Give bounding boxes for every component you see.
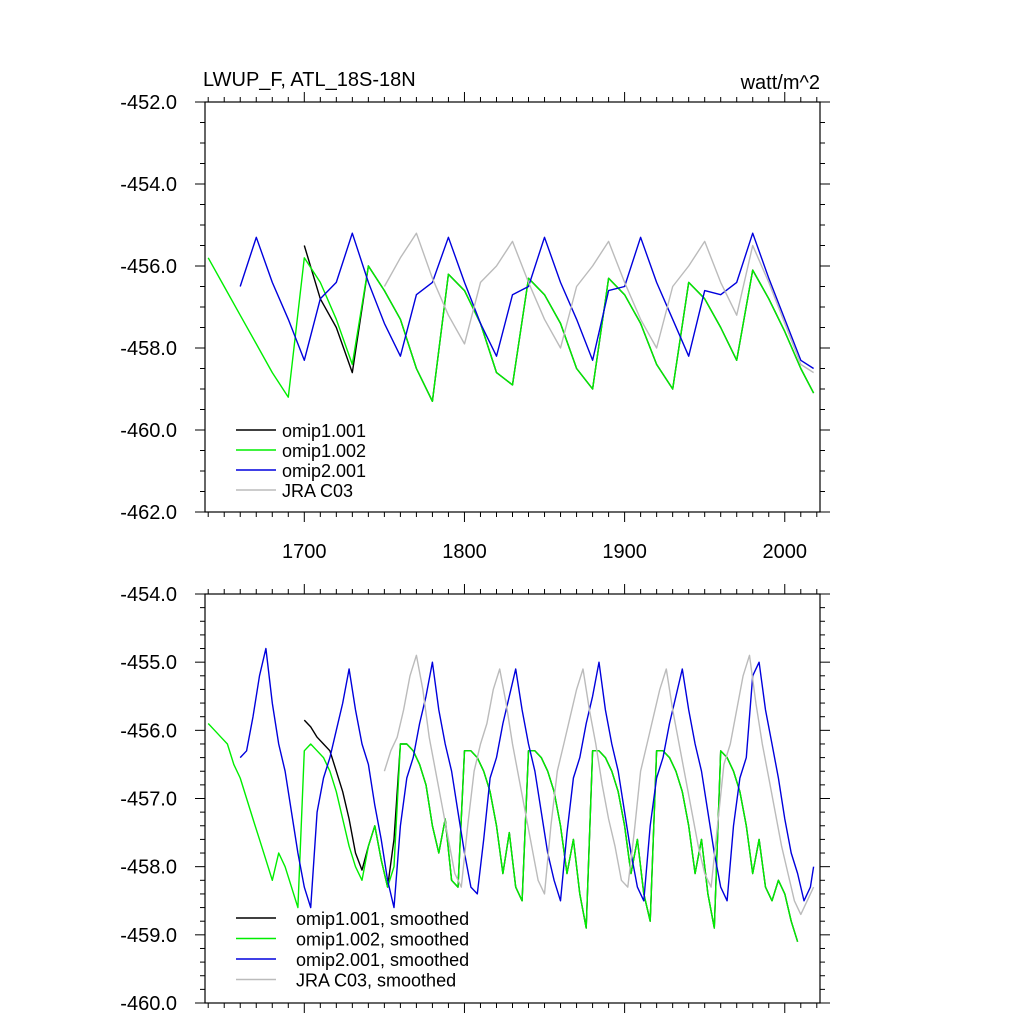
bottom-y-tick-label: -459.0: [120, 925, 177, 947]
top-panel: LWUP_F, ATL_18S-18N watt/m^2 -452.0 -454.…: [120, 69, 830, 563]
bottom-panel: -454.0 -455.0 -456.0 -457.0 -458.0 -459.0 -460…: [120, 584, 830, 1015]
top-legend-label-2: omip1.002: [282, 441, 366, 461]
bottom-y-tick-label: -455.0: [120, 652, 177, 674]
bottom-y-tick-label: -457.0: [120, 789, 177, 811]
top-legend-label-1: omip1.001: [282, 421, 366, 441]
bottom-y-tick-label: -460.0: [120, 993, 177, 1015]
top-x-tick-label: 1800: [442, 541, 487, 563]
top-y-tick-label: -452.0: [120, 92, 177, 114]
top-units: watt/m^2: [740, 72, 820, 94]
top-series-line-2: [207, 257, 815, 402]
bottom-series-line-3: [239, 647, 815, 909]
top-series-line-3: [239, 232, 814, 370]
top-y-tick-label: -462.0: [120, 502, 177, 524]
top-y-tick-label: -458.0: [120, 338, 177, 360]
bottom-legend-label-4: JRA C03, smoothed: [296, 971, 456, 991]
top-x-tick-label: 1700: [282, 541, 327, 563]
bottom-legend-label-2: omip1.002, smoothed: [296, 930, 469, 950]
top-series-group: [207, 232, 815, 402]
top-title: LWUP_F, ATL_18S-18N: [203, 69, 416, 91]
bottom-legend-label-3: omip2.001, smoothed: [296, 950, 469, 970]
top-y-tick-label: -460.0: [120, 420, 177, 442]
bottom-y-tick-label: -454.0: [120, 584, 177, 606]
top-y-tick-label: -454.0: [120, 174, 177, 196]
bottom-series-group: [207, 647, 815, 942]
bottom-y-tick-label: -458.0: [120, 857, 177, 879]
top-x-tick-label: 2000: [763, 541, 808, 563]
top-y-tick-label: -456.0: [120, 256, 177, 278]
top-series-line-4: [383, 232, 814, 374]
top-legend-label-4: JRA C03: [282, 481, 353, 501]
top-legend-label-3: omip2.001: [282, 461, 366, 481]
bottom-y-tick-label: -456.0: [120, 720, 177, 742]
bottom-series-line-4: [383, 654, 815, 916]
top-x-tick-label: 1900: [602, 541, 647, 563]
bottom-legend-label-1: omip1.001, smoothed: [296, 909, 469, 929]
